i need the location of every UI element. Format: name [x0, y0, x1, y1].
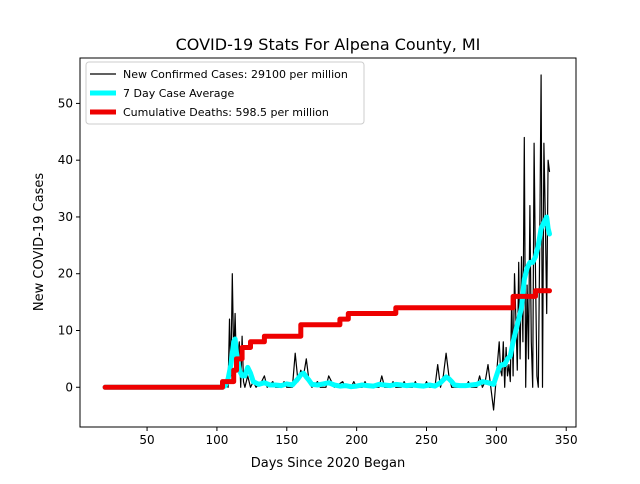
chart-title: COVID-19 Stats For Alpena County, MI	[176, 35, 481, 54]
y-tick-label: 50	[58, 96, 73, 110]
x-tick-label: 150	[275, 433, 298, 447]
series-line-cumulative-deaths-598	[102, 288, 552, 390]
legend: New Confirmed Cases: 29100 per million 7…	[85, 61, 365, 125]
y-tick-label: 40	[58, 153, 73, 167]
y-tick-label: 20	[58, 267, 73, 281]
x-tick-label: 350	[555, 433, 578, 447]
plot-frame	[79, 57, 577, 428]
y-tick-label: 0	[65, 380, 73, 394]
x-tick-label: 200	[345, 433, 368, 447]
series-line-7-day-case	[102, 214, 552, 390]
y-axis-ticks: 0 10 20 30 40 50	[58, 96, 80, 394]
y-tick-label: 30	[58, 210, 73, 224]
x-axis-ticks: 50 100 150 200 250 300 350	[139, 427, 578, 447]
y-tick-label: 10	[58, 323, 73, 337]
x-tick-label: 300	[485, 433, 508, 447]
series-line-new-confirmed-cases	[104, 74, 551, 411]
legend-label-cumulative-deaths: Cumulative Deaths: 598.5 per million	[123, 106, 329, 119]
series-layer	[102, 74, 552, 411]
legend-label-7-day-average: 7 Day Case Average	[123, 87, 235, 100]
x-tick-label: 50	[139, 433, 154, 447]
y-axis-label: New COVID-19 Cases	[32, 173, 47, 311]
legend-box	[85, 61, 365, 125]
x-tick-label: 100	[205, 433, 228, 447]
x-tick-label: 250	[415, 433, 438, 447]
x-axis-label: Days Since 2020 Began	[251, 456, 406, 471]
legend-label-new-cases: New Confirmed Cases: 29100 per million	[123, 68, 348, 81]
